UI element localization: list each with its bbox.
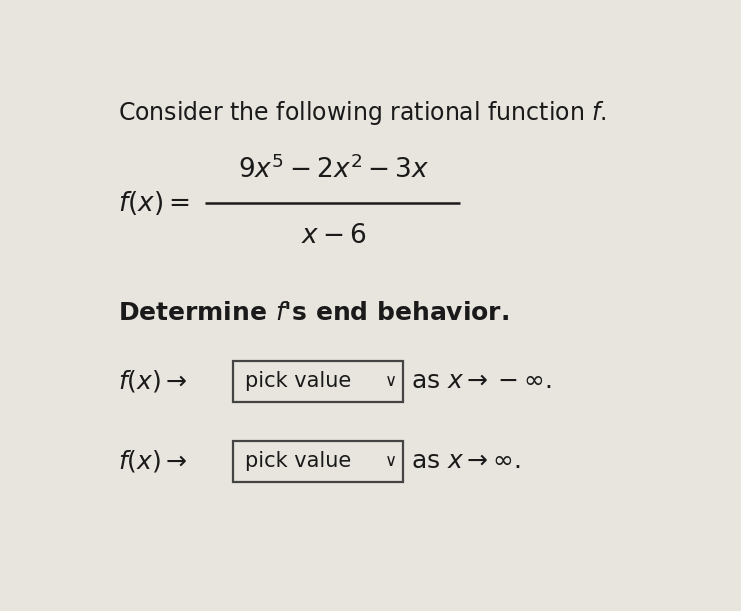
Text: $f(x) \rightarrow$: $f(x) \rightarrow$ — [119, 368, 188, 395]
FancyBboxPatch shape — [233, 360, 403, 402]
Text: $f(x) \rightarrow$: $f(x) \rightarrow$ — [119, 448, 188, 475]
Text: Determine $f$'s end behavior.: Determine $f$'s end behavior. — [119, 301, 510, 326]
FancyBboxPatch shape — [233, 441, 403, 482]
Text: $\vee$: $\vee$ — [384, 453, 396, 470]
Text: pick value: pick value — [245, 452, 350, 472]
Text: $f(x) =$: $f(x) =$ — [119, 189, 190, 217]
Text: $9x^5-2x^2-3x$: $9x^5-2x^2-3x$ — [238, 156, 430, 184]
Text: $\vee$: $\vee$ — [384, 373, 396, 390]
Text: pick value: pick value — [245, 371, 350, 392]
Text: as $x \rightarrow -\infty$.: as $x \rightarrow -\infty$. — [411, 370, 552, 393]
Text: $x-6$: $x-6$ — [301, 222, 367, 249]
Text: as $x \rightarrow \infty$.: as $x \rightarrow \infty$. — [411, 450, 521, 474]
Text: Consider the following rational function $f$.: Consider the following rational function… — [119, 99, 607, 127]
